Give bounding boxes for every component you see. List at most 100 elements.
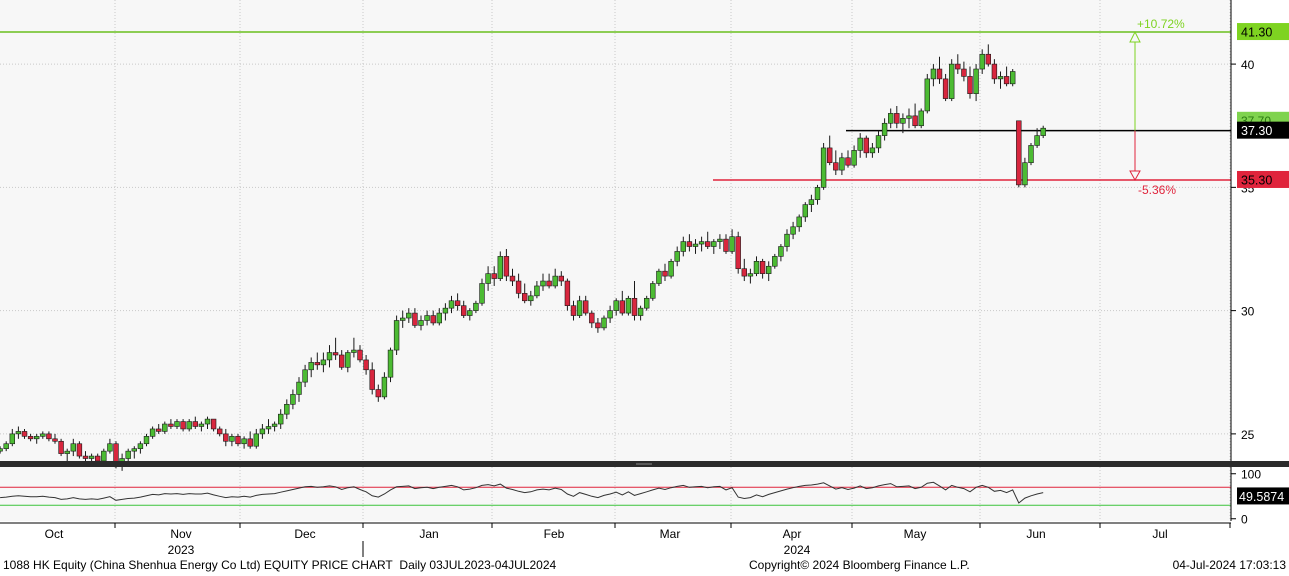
candle-body [735, 236, 741, 270]
candle-body [143, 436, 150, 445]
candle-body [1009, 71, 1016, 85]
candle-body [46, 433, 52, 440]
candle-body [637, 307, 644, 316]
current-tag [1237, 121, 1289, 139]
candle-body [406, 312, 412, 319]
candle-body [204, 418, 211, 425]
candle-body [33, 436, 40, 440]
candle-body [351, 349, 357, 353]
candle-body [1003, 76, 1010, 85]
candle-body [399, 317, 406, 321]
candle-body [88, 455, 95, 459]
candle-body [442, 307, 449, 314]
candle-body [1016, 120, 1022, 186]
candle-body [973, 68, 979, 94]
candle-body [320, 359, 327, 366]
candle-body [912, 115, 918, 127]
candle-body [668, 261, 674, 277]
candle-body [296, 381, 302, 395]
candle-body [1022, 162, 1028, 186]
candle-body [241, 438, 247, 445]
candle-body [680, 241, 687, 252]
candle-body [839, 157, 845, 171]
candle-body [156, 428, 162, 432]
candle-body [162, 423, 168, 432]
candle-body [991, 63, 998, 80]
candle-body [290, 394, 296, 405]
candle-body [345, 352, 351, 368]
candle-body [723, 238, 729, 252]
candle-body [424, 315, 430, 321]
candle-body [369, 369, 375, 390]
rsi-line [0, 481, 1044, 504]
candle-body [589, 312, 595, 324]
candle-body [674, 251, 680, 262]
rsi-last-label: 49.5874 [1239, 490, 1284, 504]
candle-body [454, 300, 461, 306]
current-tag-label: 37.30 [1241, 124, 1272, 138]
x-month-label: May [904, 527, 927, 541]
candle-body [113, 443, 119, 464]
candle-body [601, 317, 607, 329]
candle-body [479, 283, 485, 304]
candle-body [704, 241, 711, 247]
candle-body [1040, 127, 1046, 136]
candle-body [570, 305, 577, 316]
candle-body [540, 280, 546, 287]
candle-body [753, 261, 760, 274]
candle-body [967, 76, 973, 94]
candle-body [564, 280, 571, 306]
candle-body [686, 241, 693, 247]
candle-body [875, 135, 882, 149]
candle-body [778, 246, 784, 257]
candle-body [149, 428, 156, 437]
x-month-label: Apr [783, 527, 802, 541]
candle-body [729, 236, 735, 252]
candle-body [387, 349, 394, 378]
candle-body [820, 147, 827, 188]
candle-body [381, 376, 388, 398]
x-month-label: Nov [170, 527, 191, 541]
candle-body [863, 137, 870, 154]
candle-body [95, 455, 101, 462]
candle-body [265, 426, 272, 430]
candle-body [76, 443, 83, 457]
candle-body [82, 455, 89, 459]
candle-body [180, 421, 186, 430]
price-tick-label: 40 [1241, 58, 1255, 72]
candle-body [857, 137, 863, 151]
candle-body [607, 310, 613, 319]
price-tick-label: 30 [1241, 305, 1255, 319]
candle-body [235, 436, 241, 445]
candle-body [631, 297, 638, 316]
candle-body [15, 431, 22, 435]
candle-body [302, 369, 308, 383]
candle-body [942, 78, 949, 99]
x-month-label: Jul [1152, 527, 1167, 541]
candle-body [448, 300, 455, 309]
x-month-label: Jun [1026, 527, 1045, 541]
candle-body [363, 359, 369, 371]
candle-body [485, 273, 491, 284]
candle-body [284, 403, 290, 415]
x-year-label: 2023 [168, 543, 195, 557]
candle-body [662, 270, 668, 277]
candle-body [192, 421, 198, 427]
candle-body [21, 431, 28, 437]
candle-body [1028, 145, 1034, 164]
candle-body [955, 63, 961, 70]
candle-body [881, 122, 888, 136]
x-month-label: Dec [294, 527, 315, 541]
downside-arrow-head [1129, 170, 1141, 181]
candle-body [552, 275, 558, 287]
candle-body [137, 443, 144, 449]
candle-body [314, 362, 320, 366]
candle-body [643, 297, 650, 309]
candle-body [869, 147, 876, 154]
x-month-label: Jan [419, 527, 438, 541]
candle-body [271, 423, 278, 427]
candle-body [497, 256, 503, 279]
candle-body [107, 443, 113, 452]
